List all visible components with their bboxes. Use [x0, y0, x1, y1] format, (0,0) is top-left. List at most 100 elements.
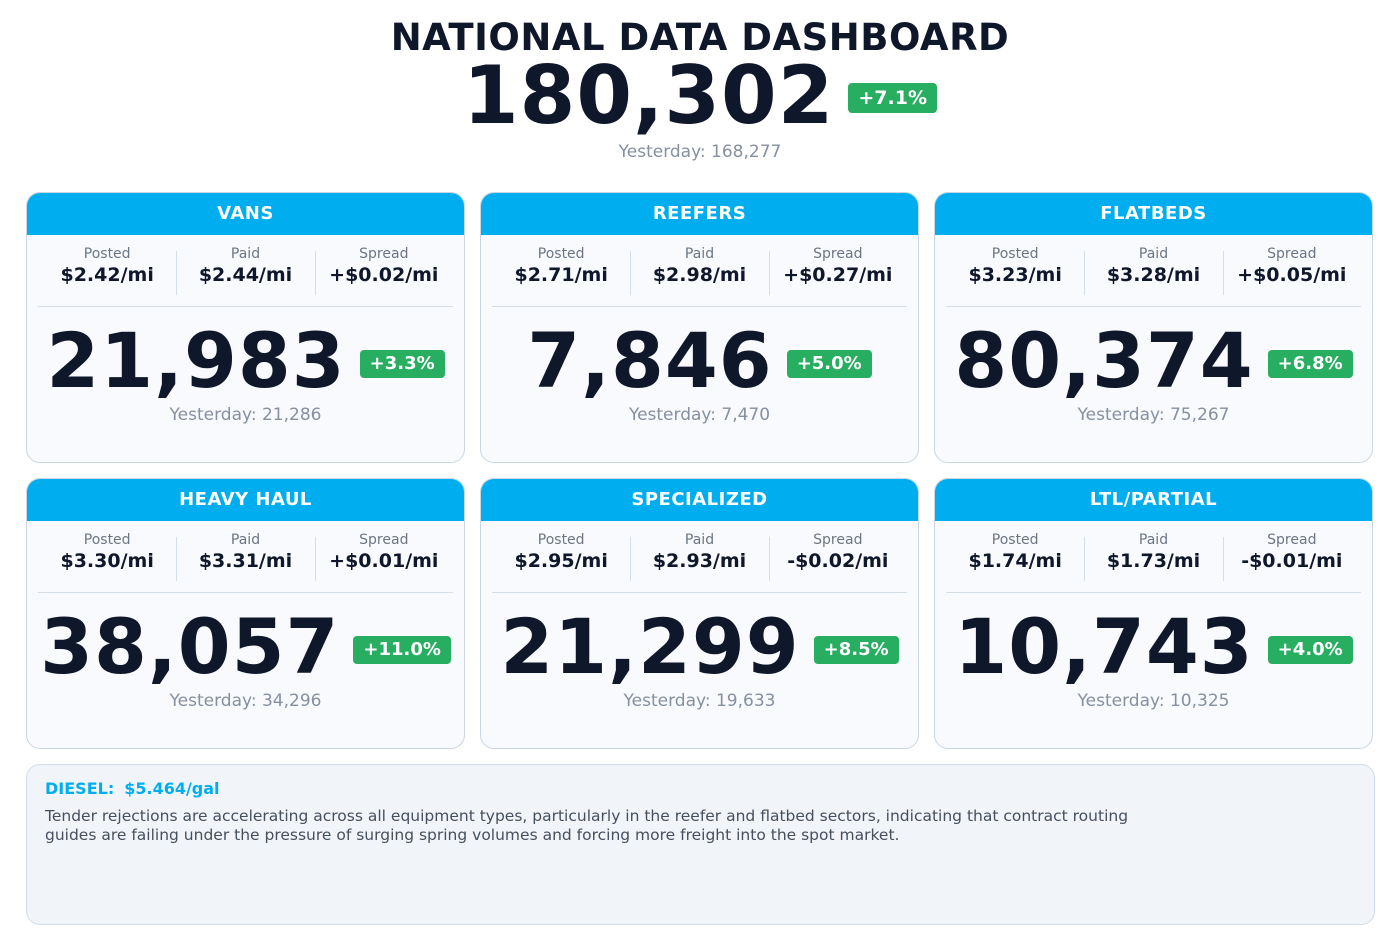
yesterday-count: Yesterday: 21,286 [169, 405, 322, 425]
card-reefers: REEFERS Posted $2.71/mi Paid $2.98/mi Spre… [480, 192, 919, 463]
card-title: LTL/PARTIAL [935, 479, 1372, 521]
card-specialized: SPECIALIZED Posted $2.95/mi Paid $2.93/mi … [480, 478, 919, 749]
rate-paid: Paid $2.44/mi [176, 245, 314, 306]
card-heavy-haul: HEAVY HAUL Posted $3.30/mi Paid $3.31/mi S… [26, 478, 465, 749]
count-row: 7,846 +5.0% [481, 319, 918, 403]
rate-label: Posted [991, 246, 1039, 262]
rate-label: Spread [813, 532, 863, 548]
diesel-price: DIESEL: $5.464/gal [45, 779, 1356, 799]
rate-label: Paid [1138, 246, 1169, 262]
yesterday-count: Yesterday: 34,296 [169, 691, 322, 711]
count-row: 80,374 +6.8% [935, 319, 1372, 403]
load-count: 80,374 [954, 316, 1254, 405]
rate-label: Paid [684, 246, 715, 262]
rate-posted: Posted $2.95/mi [492, 531, 630, 592]
rate-spread: Spread -$0.01/mi [1222, 531, 1361, 592]
yesterday-count: Yesterday: 75,267 [1077, 405, 1230, 425]
card-title: HEAVY HAUL [27, 479, 464, 521]
count-row: 21,299 +8.5% [481, 605, 918, 689]
rates-row: Posted $2.42/mi Paid $2.44/mi Spread +$0.02… [38, 235, 453, 307]
rate-value: $3.31/mi [198, 550, 293, 572]
rate-value: $2.71/mi [514, 264, 608, 286]
rate-label: Posted [83, 246, 131, 262]
rate-posted: Posted $2.71/mi [492, 245, 630, 306]
total-change-badge: +7.1% [848, 83, 937, 113]
rate-label: Posted [537, 246, 585, 262]
rate-value: +$0.02/mi [329, 264, 439, 286]
total-yesterday: Yesterday: 168,277 [618, 142, 782, 162]
card-flatbeds: FLATBEDS Posted $3.23/mi Paid $3.28/mi Spr… [934, 192, 1373, 463]
rate-label: Spread [1267, 532, 1317, 548]
rate-label: Paid [230, 246, 261, 262]
card-title: REEFERS [481, 193, 918, 235]
yesterday-count: Yesterday: 10,325 [1077, 691, 1230, 711]
rate-spread: Spread +$0.27/mi [768, 245, 907, 306]
rate-value: $2.98/mi [652, 264, 747, 286]
rate-value: $3.23/mi [968, 264, 1062, 286]
total-count: 180,302 [463, 49, 835, 142]
rate-label: Paid [230, 532, 261, 548]
rate-label: Spread [359, 532, 409, 548]
rate-label: Posted [537, 532, 585, 548]
rate-posted: Posted $2.42/mi [38, 245, 176, 306]
rate-spread: Spread +$0.05/mi [1222, 245, 1361, 306]
rates-row: Posted $1.74/mi Paid $1.73/mi Spread -$0.01… [946, 521, 1361, 593]
rate-posted: Posted $1.74/mi [946, 531, 1084, 592]
rate-value: -$0.01/mi [1241, 550, 1343, 572]
load-count: 7,846 [527, 316, 773, 405]
rate-label: Spread [813, 246, 863, 262]
rates-row: Posted $2.95/mi Paid $2.93/mi Spread -$0.02… [492, 521, 907, 593]
rate-spread: Spread +$0.01/mi [314, 531, 453, 592]
rates-row: Posted $3.30/mi Paid $3.31/mi Spread +$0.01… [38, 521, 453, 593]
change-badge: +4.0% [1267, 636, 1353, 664]
yesterday-count: Yesterday: 7,470 [628, 405, 771, 425]
page-title: NATIONAL DATA DASHBOARD [390, 16, 1010, 59]
rate-paid: Paid $1.73/mi [1084, 531, 1222, 592]
load-count: 38,057 [40, 602, 340, 691]
market-commentary: Tender rejections are accelerating acros… [45, 807, 1129, 844]
change-badge: +11.0% [353, 636, 451, 664]
diesel-label: DIESEL: [45, 779, 115, 798]
rate-label: Paid [1138, 532, 1169, 548]
card-title: VANS [27, 193, 464, 235]
rate-value: $3.28/mi [1106, 264, 1201, 286]
rates-row: Posted $3.23/mi Paid $3.28/mi Spread +$0.05… [946, 235, 1361, 307]
rate-label: Posted [83, 532, 131, 548]
rate-value: $1.73/mi [1106, 550, 1201, 572]
rate-label: Spread [1267, 246, 1317, 262]
rate-label: Posted [991, 532, 1039, 548]
rate-spread: Spread +$0.02/mi [314, 245, 453, 306]
rate-posted: Posted $3.23/mi [946, 245, 1084, 306]
rate-paid: Paid $3.31/mi [176, 531, 314, 592]
change-badge: +3.3% [359, 350, 445, 378]
rate-value: $3.30/mi [60, 550, 154, 572]
rate-paid: Paid $2.98/mi [630, 245, 768, 306]
rate-paid: Paid $2.93/mi [630, 531, 768, 592]
change-badge: +5.0% [786, 350, 872, 378]
rate-value: +$0.05/mi [1237, 264, 1347, 286]
change-badge: +8.5% [813, 636, 899, 664]
rate-posted: Posted $3.30/mi [38, 531, 176, 592]
rate-value: +$0.01/mi [329, 550, 439, 572]
card-title: FLATBEDS [935, 193, 1372, 235]
card-vans: VANS Posted $2.42/mi Paid $2.44/mi Spread +… [26, 192, 465, 463]
rate-value: $1.74/mi [968, 550, 1062, 572]
count-row: 38,057 +11.0% [27, 605, 464, 689]
rate-paid: Paid $3.28/mi [1084, 245, 1222, 306]
load-count: 21,299 [500, 602, 800, 691]
rate-label: Spread [359, 246, 409, 262]
rates-row: Posted $2.71/mi Paid $2.98/mi Spread +$0.27… [492, 235, 907, 307]
load-count: 10,743 [954, 602, 1254, 691]
yesterday-count: Yesterday: 19,633 [623, 691, 776, 711]
count-row: 21,983 +3.3% [27, 319, 464, 403]
rate-label: Paid [684, 532, 715, 548]
total-row: 180,302 +7.1% [0, 52, 1400, 140]
count-row: 10,743 +4.0% [935, 605, 1372, 689]
rate-value: $2.42/mi [60, 264, 154, 286]
rate-value: -$0.02/mi [787, 550, 889, 572]
rate-spread: Spread -$0.02/mi [768, 531, 907, 592]
market-notes-panel: DIESEL: $5.464/gal Tender rejections are … [26, 764, 1375, 925]
load-count: 21,983 [46, 316, 346, 405]
diesel-value: $5.464/gal [124, 779, 220, 798]
rate-value: $2.44/mi [198, 264, 293, 286]
